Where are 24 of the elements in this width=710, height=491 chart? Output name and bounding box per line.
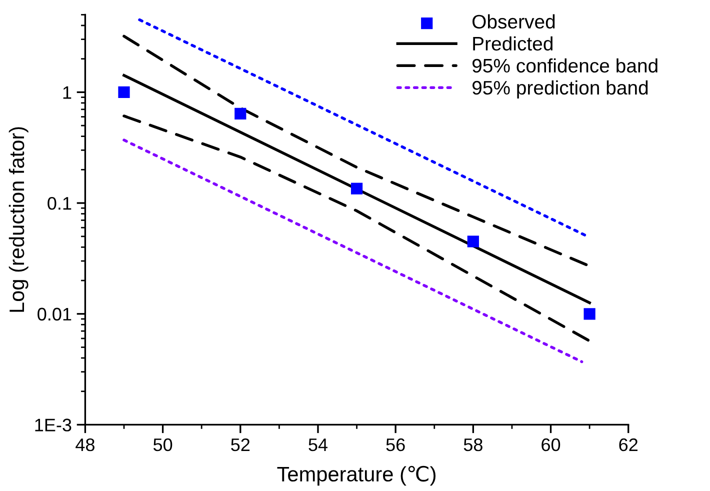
line-series [122,114,591,342]
legend-label: Observed [472,14,555,29]
y-tick-label: 0.01 [38,308,72,321]
point [467,236,479,248]
point [234,108,246,120]
x-tick-label: 54 [308,438,328,452]
point [350,182,363,194]
legend-label: 95% prediction band [472,80,648,98]
y-axis-title: Log (reduction fator) [8,127,28,312]
x-tick-label: 58 [464,438,482,452]
x-tick-label: 60 [542,438,560,452]
point [584,308,596,320]
x-axis-title: Temperature (℃) [277,466,436,486]
x-tick-label: 56 [386,438,405,452]
y-tick-label: 1 [63,86,72,99]
legend-label: Predicted [473,36,552,51]
x-tick-label: 50 [153,438,172,452]
x-tick-label: 62 [619,438,638,452]
y-tick-label: 0.1 [48,196,72,210]
x-tick-label: 52 [231,438,250,452]
legend-label: 95% confidence band [472,58,658,73]
y-tick-label: 1E-3 [35,418,72,432]
x-tick-label: 48 [76,438,94,452]
point [118,86,130,98]
